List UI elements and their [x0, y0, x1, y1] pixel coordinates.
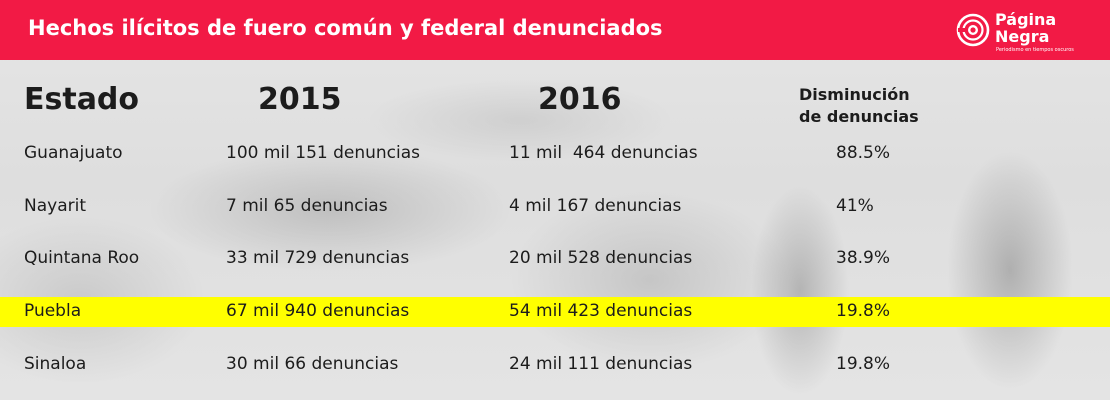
- value-2016-cell: 54 mil 423 denuncias: [509, 301, 693, 321]
- disminucion-cell: 38.9%: [836, 248, 891, 268]
- logo-line1: Página: [995, 10, 1057, 29]
- estado-cell: Puebla: [24, 301, 82, 321]
- table-row: Guanajuato 100 mil 151 denuncias 11 mil …: [0, 139, 1110, 169]
- column-header-2015: 2015: [258, 82, 342, 117]
- title-bar: Hechos ilícitos de fuero común y federal…: [0, 0, 1110, 60]
- estado-cell: Quintana Roo: [24, 248, 140, 268]
- value-2016-cell: 24 mil 111 denuncias: [509, 354, 693, 374]
- disminucion-cell: 41%: [836, 196, 874, 216]
- table-row-highlighted: Puebla 67 mil 940 denuncias 54 mil 423 d…: [0, 297, 1110, 327]
- disminucion-cell: 19.8%: [836, 354, 891, 374]
- estado-cell: Guanajuato: [24, 143, 123, 163]
- estado-cell: Sinaloa: [24, 354, 87, 374]
- column-header-estado: Estado: [24, 82, 140, 117]
- value-2016-cell: 4 mil 167 denuncias: [509, 196, 682, 216]
- value-2015-cell: 100 mil 151 denuncias: [226, 143, 421, 163]
- column-header-disminucion: Disminución de denuncias: [799, 84, 919, 128]
- disminucion-cell: 19.8%: [836, 301, 891, 321]
- table-row: Nayarit 7 mil 65 denuncias 4 mil 167 den…: [0, 192, 1110, 222]
- value-2016-cell: 20 mil 528 denuncias: [509, 248, 693, 268]
- page-title: Hechos ilícitos de fuero común y federal…: [28, 16, 663, 40]
- column-header-disminucion-line1: Disminución: [799, 85, 910, 104]
- value-2015-cell: 33 mil 729 denuncias: [226, 248, 410, 268]
- value-2015-cell: 30 mil 66 denuncias: [226, 354, 399, 374]
- logo-tagline: Periodismo en tiempos oscuros: [996, 47, 1074, 53]
- logo-wordmark: Página Negra: [995, 11, 1056, 45]
- value-2015-cell: 7 mil 65 denuncias: [226, 196, 388, 216]
- table-row: Sinaloa 30 mil 66 denuncias 24 mil 111 d…: [0, 350, 1110, 380]
- table-row: Quintana Roo 33 mil 729 denuncias 20 mil…: [0, 244, 1110, 274]
- value-2016-cell: 11 mil 464 denuncias: [509, 143, 698, 163]
- column-header-disminucion-line2: de denuncias: [799, 107, 919, 126]
- logo-icon: [956, 13, 990, 47]
- logo-line2: Negra: [995, 27, 1050, 46]
- value-2015-cell: 67 mil 940 denuncias: [226, 301, 410, 321]
- disminucion-cell: 88.5%: [836, 143, 891, 163]
- estado-cell: Nayarit: [24, 196, 86, 216]
- column-header-2016: 2016: [538, 82, 622, 117]
